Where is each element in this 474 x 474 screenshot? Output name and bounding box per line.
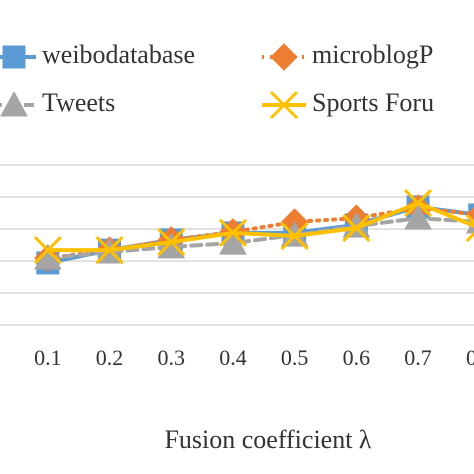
data-point [218,218,248,247]
x-tick-label: 0.3 [158,345,186,370]
legend-label: Tweets [42,88,115,117]
data-point [342,213,371,243]
x-tick-label: 0.7 [404,345,432,370]
x-tick-label: 0.8 [466,345,474,370]
legend-marker [2,45,26,69]
data-point [219,229,247,255]
legend-marker [0,90,28,117]
data-point [33,236,62,265]
x-tick-label: 0.4 [219,345,247,370]
x-axis-title: Fusion coefficient λ [164,425,371,454]
x-tick-label: 0.1 [34,345,62,370]
data-point [465,213,474,243]
x-tick-label: 0.2 [96,345,124,370]
legend-label: weibodatabase [42,40,195,69]
data-point [404,204,432,230]
legend-marker [270,43,298,71]
data-point [157,228,186,257]
data-point [403,189,433,218]
data-point [280,221,309,251]
legend-label: Sports Foru [312,88,434,117]
series-line [45,200,474,253]
data-point [157,232,186,259]
series-line [45,216,474,261]
data-point [95,236,124,265]
x-tick-label: 0.6 [343,345,371,370]
x-tick-label: 0.5 [281,345,309,370]
legend-label: microblogP [312,40,433,69]
legend-marker [269,90,299,120]
